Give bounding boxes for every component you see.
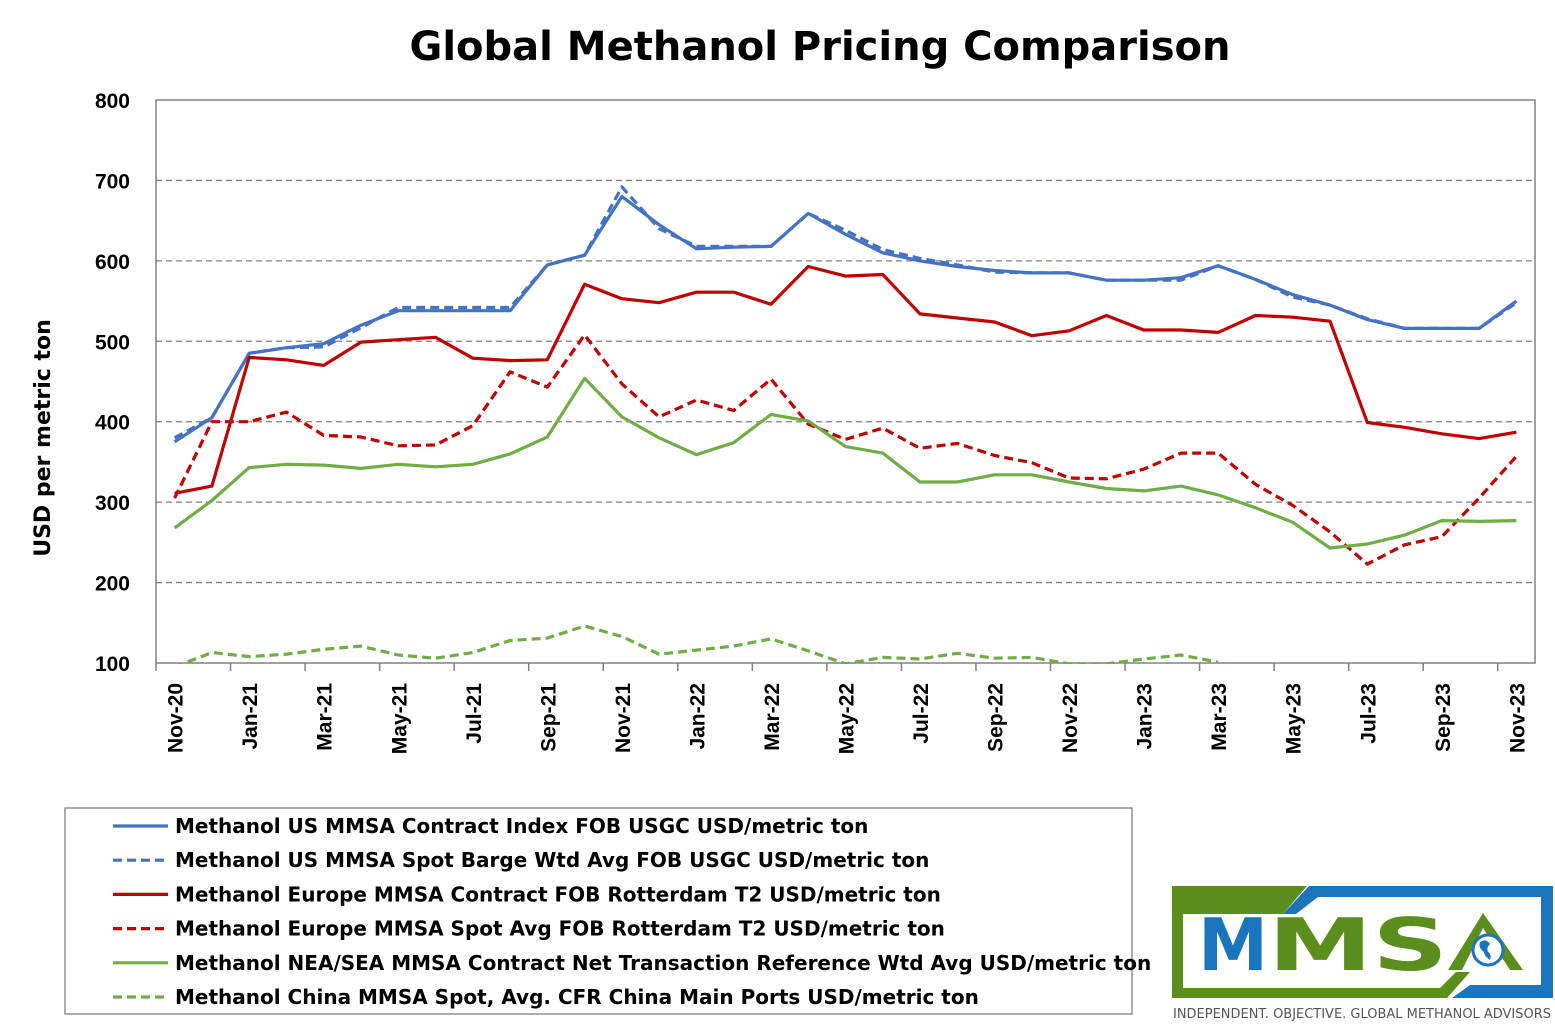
x-tick-label: Mar-21 (314, 683, 337, 751)
y-tick-label: 200 (95, 573, 130, 596)
y-tick-label: 100 (95, 653, 130, 676)
x-tick-label: Jan-23 (1134, 683, 1157, 750)
x-tick-label: Mar-23 (1208, 683, 1231, 751)
plot-border (155, 99, 1536, 664)
x-tick-label: May-21 (388, 683, 411, 755)
mmsa-logo: M MS INDEPENDENT. OBJECTIVE. GLOBAL METH… (1172, 886, 1553, 1022)
series-line-4 (173, 376, 1517, 550)
x-tick-label: Sep-21 (537, 683, 560, 752)
x-tick-label: Sep-23 (1432, 683, 1455, 752)
x-tick-label: May-22 (836, 683, 859, 754)
series-line-5 (175, 626, 1517, 667)
x-tick-label: Nov-22 (1059, 683, 1082, 753)
legend-entry-3: Methanol Europe MMSA Spot Avg FOB Rotter… (175, 917, 945, 941)
x-tick-label: Jul-23 (1357, 683, 1380, 744)
x-tick-label: Jul-21 (463, 683, 486, 744)
x-tick-label: Jan-22 (686, 683, 709, 750)
legend-entry-0: Methanol US MMSA Contract Index FOB USGC… (175, 814, 868, 838)
y-axis-label: USD per metric ton (31, 319, 56, 557)
x-tick-label: May-23 (1283, 683, 1306, 754)
x-tick-label: Nov-23 (1506, 683, 1529, 753)
logo-tagline: INDEPENDENT. OBJECTIVE. GLOBAL METHANOL … (1173, 1006, 1551, 1022)
series-line-2 (174, 264, 1517, 495)
x-tick-label: Sep-22 (985, 683, 1008, 752)
svg-text:MS: MS (1268, 903, 1448, 987)
legend-box (64, 807, 1133, 1015)
chart-title: Global Methanol Pricing Comparison (410, 24, 1231, 70)
series-line-1 (173, 185, 1518, 440)
legend-entry-5: Methanol China MMSA Spot, Avg. CFR China… (175, 985, 979, 1009)
x-tick-label: Mar-22 (761, 683, 784, 751)
x-tick-label: Nov-21 (612, 683, 635, 753)
y-tick-label: 400 (95, 412, 130, 435)
legend-entry-4: Methanol NEA/SEA MMSA Contract Net Trans… (175, 951, 1151, 975)
y-tick-label: 800 (95, 90, 130, 113)
svg-text:M: M (1198, 903, 1268, 987)
y-tick-label: 700 (95, 170, 130, 193)
x-tick-label: Jul-22 (910, 683, 933, 744)
y-tick-label: 600 (95, 251, 130, 274)
series-line-0 (173, 194, 1518, 444)
series-line-3 (173, 333, 1518, 566)
y-tick-label: 300 (95, 492, 130, 515)
y-tick-label: 500 (95, 331, 130, 354)
x-tick-label: Nov-20 (165, 683, 188, 753)
x-tick-label: Jan-21 (239, 683, 262, 750)
legend-entry-2: Methanol Europe MMSA Contract FOB Rotter… (175, 882, 941, 906)
legend-entry-1: Methanol US MMSA Spot Barge Wtd Avg FOB … (175, 848, 929, 872)
